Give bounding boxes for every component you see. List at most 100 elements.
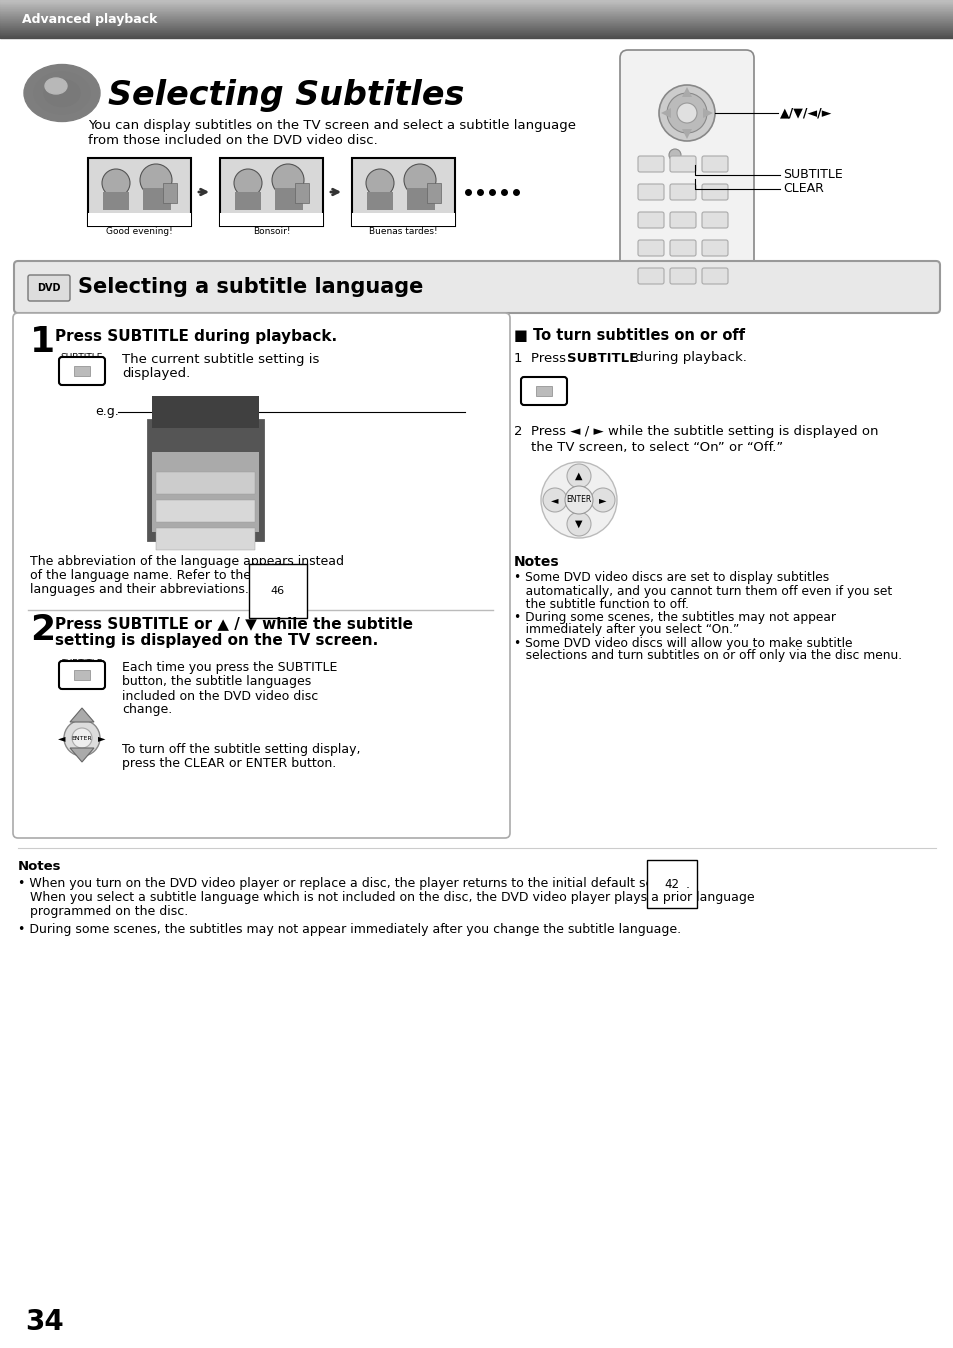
Bar <box>88 158 191 226</box>
Circle shape <box>677 102 697 123</box>
Text: SUBTITLE: SUBTITLE <box>782 168 841 182</box>
Bar <box>220 213 323 226</box>
Circle shape <box>233 168 262 197</box>
Ellipse shape <box>34 71 90 115</box>
Bar <box>148 421 263 541</box>
Text: immediately after you select “On.”: immediately after you select “On.” <box>514 624 739 636</box>
FancyBboxPatch shape <box>59 357 105 386</box>
Text: Buenas tardes!: Buenas tardes! <box>369 228 437 236</box>
Text: SUBTITLE: SUBTITLE <box>566 352 638 364</box>
Bar <box>294 183 309 204</box>
FancyBboxPatch shape <box>669 183 696 200</box>
Text: ◄: ◄ <box>551 495 558 506</box>
Bar <box>156 528 254 550</box>
Text: • Some DVD video discs will allow you to make subtitle: • Some DVD video discs will allow you to… <box>514 636 852 650</box>
FancyBboxPatch shape <box>14 262 939 313</box>
Text: 1: 1 <box>30 325 55 359</box>
Text: .: . <box>685 878 689 891</box>
Text: Selecting a subtitle language: Selecting a subtitle language <box>78 276 423 297</box>
Text: To turn off the subtitle setting display,: To turn off the subtitle setting display… <box>122 744 360 756</box>
Bar <box>352 213 455 226</box>
Text: 2  Press ◄ / ► while the subtitle setting is displayed on: 2 Press ◄ / ► while the subtitle setting… <box>514 426 878 438</box>
FancyBboxPatch shape <box>701 156 727 173</box>
Text: DVD: DVD <box>37 283 61 293</box>
Text: during playback.: during playback. <box>630 352 746 364</box>
Text: • During some scenes, the subtitles may not appear immediately after you change : • During some scenes, the subtitles may … <box>18 923 680 937</box>
Text: included on the DVD video disc: included on the DVD video disc <box>122 689 318 702</box>
Circle shape <box>659 85 714 142</box>
Circle shape <box>566 464 590 488</box>
Text: Press SUBTITLE during playback.: Press SUBTITLE during playback. <box>55 329 336 344</box>
Circle shape <box>71 728 91 748</box>
Bar <box>152 452 258 532</box>
Text: CLEAR: CLEAR <box>782 182 823 195</box>
Text: 34: 34 <box>25 1308 64 1336</box>
Bar <box>152 396 258 429</box>
Bar <box>103 191 129 210</box>
FancyBboxPatch shape <box>701 212 727 228</box>
Bar <box>156 472 254 493</box>
Text: • Some DVD video discs are set to display subtitles: • Some DVD video discs are set to displa… <box>514 572 828 585</box>
Text: displayed.: displayed. <box>122 368 190 380</box>
Bar <box>352 158 455 226</box>
Text: of the language name. Refer to the list of: of the language name. Refer to the list … <box>30 569 289 582</box>
Text: Advanced playback: Advanced playback <box>22 12 157 26</box>
Text: When you select a subtitle language which is not included on the disc, the DVD v: When you select a subtitle language whic… <box>18 891 754 905</box>
Text: automatically, and you cannot turn them off even if you set: automatically, and you cannot turn them … <box>514 585 891 597</box>
Text: selections and turn subtitles on or off only via the disc menu.: selections and turn subtitles on or off … <box>514 650 902 662</box>
Text: ◄: ◄ <box>58 733 66 743</box>
Circle shape <box>668 150 680 160</box>
FancyBboxPatch shape <box>638 156 663 173</box>
Text: ▲/▼/◄/►: ▲/▼/◄/► <box>780 106 832 120</box>
Bar <box>234 191 261 210</box>
Bar <box>74 367 90 376</box>
Text: the TV screen, to select “On” or “Off.”: the TV screen, to select “On” or “Off.” <box>514 441 782 453</box>
Text: Notes: Notes <box>514 555 559 569</box>
Bar <box>536 386 552 396</box>
Circle shape <box>366 168 394 197</box>
Circle shape <box>272 164 304 195</box>
Circle shape <box>566 512 590 537</box>
Text: from those included on the DVD video disc.: from those included on the DVD video dis… <box>88 133 377 147</box>
Polygon shape <box>660 108 670 119</box>
Text: change.: change. <box>122 704 172 717</box>
Circle shape <box>102 168 130 197</box>
Polygon shape <box>70 708 94 723</box>
Text: Good evening!: Good evening! <box>106 228 172 236</box>
Text: ENTER: ENTER <box>71 736 92 740</box>
Text: 2: 2 <box>30 613 55 647</box>
Bar <box>220 158 323 226</box>
Ellipse shape <box>24 65 100 121</box>
Text: Press SUBTITLE or ▲ / ▼ while the subtitle: Press SUBTITLE or ▲ / ▼ while the subtit… <box>55 616 413 631</box>
FancyBboxPatch shape <box>701 183 727 200</box>
Circle shape <box>64 720 100 756</box>
FancyBboxPatch shape <box>28 275 70 301</box>
Text: Selecting Subtitles: Selecting Subtitles <box>108 78 464 112</box>
Text: 1  Press: 1 Press <box>514 352 570 364</box>
FancyBboxPatch shape <box>638 240 663 256</box>
Text: Bonsoir!: Bonsoir! <box>253 228 290 236</box>
Bar <box>156 500 254 522</box>
FancyBboxPatch shape <box>520 377 566 404</box>
Text: The current subtitle setting is: The current subtitle setting is <box>122 353 319 367</box>
FancyBboxPatch shape <box>669 156 696 173</box>
Text: languages and their abbreviations.: languages and their abbreviations. <box>30 584 249 597</box>
Text: SUBTITLE: SUBTITLE <box>522 377 564 387</box>
Text: ►: ► <box>98 733 106 743</box>
Text: the subtitle function to off.: the subtitle function to off. <box>514 597 688 611</box>
Bar <box>74 670 90 679</box>
FancyBboxPatch shape <box>669 212 696 228</box>
Text: setting is displayed on the TV screen.: setting is displayed on the TV screen. <box>55 632 377 647</box>
Polygon shape <box>681 88 691 97</box>
FancyBboxPatch shape <box>59 661 105 689</box>
Text: You can display subtitles on the TV screen and select a subtitle language: You can display subtitles on the TV scre… <box>88 119 576 132</box>
Polygon shape <box>681 129 691 139</box>
Circle shape <box>564 487 593 514</box>
FancyBboxPatch shape <box>701 240 727 256</box>
FancyBboxPatch shape <box>638 183 663 200</box>
Circle shape <box>403 164 436 195</box>
Polygon shape <box>70 748 94 762</box>
FancyBboxPatch shape <box>669 240 696 256</box>
Text: Each time you press the SUBTITLE: Each time you press the SUBTITLE <box>122 662 337 674</box>
Text: 46: 46 <box>271 586 285 596</box>
